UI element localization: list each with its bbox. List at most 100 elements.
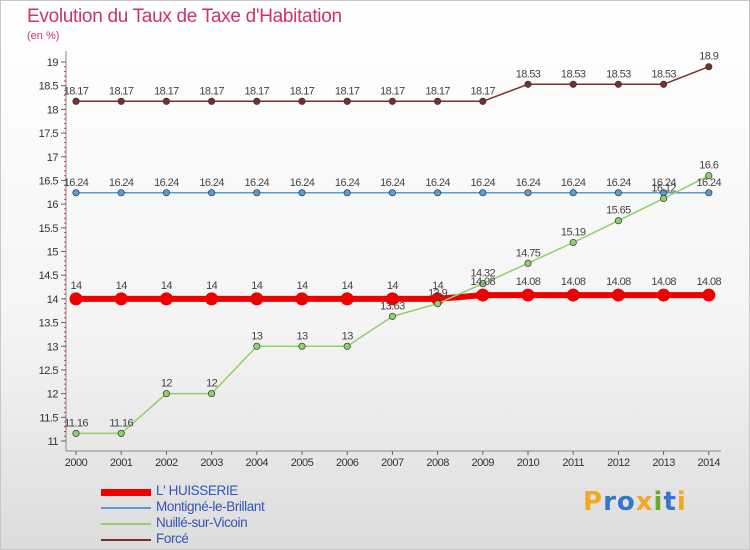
y-tick-label: 12.5	[39, 365, 59, 377]
data-label: 16.24	[561, 177, 586, 189]
data-point	[569, 80, 577, 88]
data-point	[479, 280, 487, 288]
data-point	[114, 292, 128, 306]
data-label: 16.24	[199, 177, 224, 189]
data-label: 11.16	[64, 417, 88, 429]
data-label: 18.17	[245, 85, 270, 97]
x-tick-label: 2007	[381, 457, 404, 469]
data-label: 18.17	[335, 85, 360, 97]
data-point	[569, 189, 577, 197]
data-point	[343, 97, 351, 105]
data-label: 18.17	[64, 85, 89, 97]
data-label: 12	[161, 378, 173, 390]
x-tick-label: 2011	[562, 457, 584, 469]
data-label: 14	[116, 280, 128, 292]
proxiti-logo: Proxiti	[583, 487, 687, 517]
logo-letter: i	[676, 487, 687, 517]
x-tick-label: 2000	[65, 457, 88, 469]
data-label: 18.53	[561, 68, 586, 80]
data-label: 14	[387, 280, 399, 292]
data-label: 16.24	[64, 177, 89, 189]
data-label: 16.24	[245, 177, 270, 189]
x-tick-label: 2008	[426, 457, 449, 469]
data-point	[159, 292, 173, 306]
data-label: 14.08	[516, 276, 541, 288]
data-point	[524, 189, 532, 197]
data-label: 16.24	[380, 177, 405, 189]
data-label: 18.17	[109, 85, 134, 97]
data-point	[340, 292, 354, 306]
data-point	[250, 292, 264, 306]
chart-title: Evolution du Taux de Taxe d'Habitation	[27, 6, 342, 27]
data-point	[162, 189, 170, 197]
data-point	[614, 80, 622, 88]
data-point	[705, 172, 713, 180]
data-label: 15.19	[561, 226, 586, 238]
data-point	[388, 312, 396, 320]
data-point	[208, 189, 216, 197]
data-point	[566, 288, 580, 302]
legend-label-2: Nuillé-sur-Vicoin	[156, 515, 248, 530]
y-tick-label: 13	[47, 341, 59, 353]
data-label: 14	[296, 280, 308, 292]
data-point	[205, 292, 219, 306]
logo-letter: i	[653, 487, 664, 517]
data-label: 16.12	[651, 182, 676, 194]
data-point	[208, 390, 216, 398]
data-label: 11.16	[109, 417, 133, 429]
y-tick-label: 12	[47, 389, 59, 401]
logo-letter: t	[663, 487, 677, 517]
chart-unit-label: (en %)	[27, 30, 60, 42]
y-tick-label: 19	[47, 57, 59, 69]
data-point	[298, 342, 306, 350]
x-tick-label: 2010	[517, 457, 540, 469]
data-point	[72, 429, 80, 437]
data-point	[117, 97, 125, 105]
data-label: 18.17	[380, 85, 405, 97]
x-tick-label: 2009	[472, 457, 495, 469]
data-label: 16.24	[154, 177, 179, 189]
data-point	[660, 194, 668, 202]
x-tick-label: 2014	[698, 457, 721, 469]
data-label: 14.75	[516, 247, 541, 259]
data-point	[253, 342, 261, 350]
data-point	[660, 80, 668, 88]
chart-axes: 11 11.5 12 12.5 13 13.5 14 14.5 15 15.5 16 16.5 17 17…	[39, 51, 721, 469]
data-label: 18.17	[425, 85, 450, 97]
legend-swatch-3	[101, 539, 151, 541]
data-label: 14.08	[561, 276, 586, 288]
y-tick-label: 11	[48, 436, 59, 448]
y-tick-label: 14	[47, 294, 59, 306]
data-point	[298, 189, 306, 197]
data-point	[524, 259, 532, 267]
x-tick-label: 2002	[155, 457, 178, 469]
data-point	[385, 292, 399, 306]
data-label: 16.6	[699, 160, 718, 172]
data-label: 14	[70, 280, 82, 292]
chart-series	[69, 63, 716, 437]
y-tick-label: 16	[47, 199, 59, 211]
data-point	[569, 238, 577, 247]
data-point	[388, 97, 396, 105]
data-label: 13.63	[380, 300, 405, 312]
x-tick-label: 2012	[607, 457, 630, 469]
data-point	[434, 300, 442, 308]
legend-label-3: Forcé	[156, 531, 189, 546]
data-point	[343, 189, 351, 197]
data-point	[479, 189, 487, 197]
data-label: 13.9	[428, 288, 447, 300]
data-point	[614, 217, 622, 225]
data-point	[162, 97, 170, 105]
y-tick-label: 13.5	[39, 318, 59, 330]
x-tick-label: 2006	[336, 457, 359, 469]
data-label: 14.32	[471, 268, 496, 280]
data-label: 18.17	[154, 85, 179, 97]
logo-letter: x	[635, 487, 654, 517]
logo-letter: o	[616, 487, 636, 517]
data-point	[479, 97, 487, 105]
data-point	[614, 189, 622, 197]
x-tick-label: 2003	[200, 457, 223, 469]
data-label: 14	[161, 280, 173, 292]
y-tick-label: 17	[47, 152, 59, 164]
